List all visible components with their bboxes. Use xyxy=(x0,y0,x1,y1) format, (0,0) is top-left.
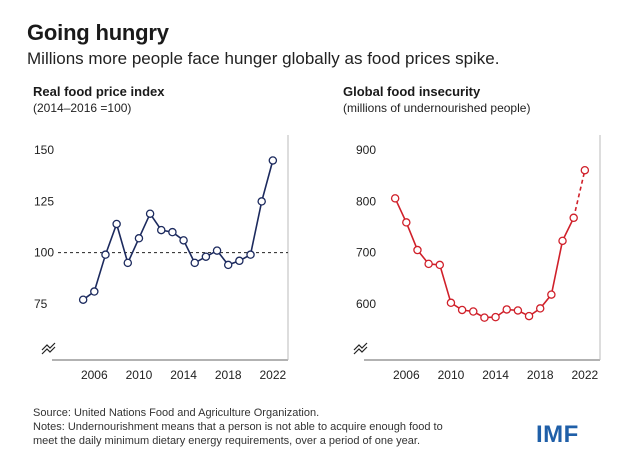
right-y-tick-label: 700 xyxy=(356,246,376,260)
right-data-point-2016 xyxy=(513,306,523,315)
left-data-point-2012 xyxy=(157,225,166,235)
right-x-tick-label: 2006 xyxy=(393,368,420,382)
left-data-point-2021 xyxy=(257,197,266,206)
left-y-tick-label: 75 xyxy=(34,297,48,311)
right-axis-break-icon-2 xyxy=(353,346,368,355)
right-chart-title: Global food insecurity xyxy=(343,84,481,99)
right-data-point-2012 xyxy=(469,307,478,316)
right-x-tick-label: 2014 xyxy=(482,368,509,382)
left-data-point-2011 xyxy=(145,209,155,218)
left-chart-header: Real food price index (2014–2016 =100) xyxy=(33,84,164,115)
left-x-tick-label: 2010 xyxy=(126,368,153,382)
left-data-point-2006 xyxy=(90,287,99,296)
left-data-point-2013 xyxy=(168,227,177,237)
right-x-tick-label: 2010 xyxy=(438,368,465,382)
right-y-tick-label: 600 xyxy=(356,297,376,311)
right-axis-break-icon xyxy=(353,342,368,351)
left-data-point-2016 xyxy=(201,252,211,261)
right-data-point-2015 xyxy=(502,305,511,314)
right-data-point-2005 xyxy=(390,194,400,203)
left-chart-title: Real food price index xyxy=(33,84,165,99)
left-data-point-2009 xyxy=(123,258,133,268)
left-y-tick-label: 125 xyxy=(34,194,54,208)
right-data-point-2008 xyxy=(424,259,433,269)
right-data-point-2017 xyxy=(524,311,534,321)
definition-note-line-2: meet the daily minimum dietary energy re… xyxy=(33,435,421,447)
right-chart-header: Global food insecurity (millions of unde… xyxy=(343,84,530,115)
right-x-tick-label: 2022 xyxy=(571,368,598,382)
right-chart-subtitle: (millions of undernourished people) xyxy=(343,101,531,115)
left-y-tick-label: 100 xyxy=(34,246,54,260)
right-data-point-2020 xyxy=(558,236,567,246)
left-data-point-2019 xyxy=(235,256,244,266)
left-data-point-2010 xyxy=(134,234,144,243)
right-series-line xyxy=(394,198,575,319)
left-axis-break-icon-2 xyxy=(41,346,56,355)
left-data-point-2005 xyxy=(78,295,88,304)
page-title: Going hungry xyxy=(27,20,169,45)
right-series-line-projection xyxy=(572,170,586,218)
left-data-point-2007 xyxy=(101,250,110,259)
right-data-point-2006 xyxy=(402,218,411,227)
right-data-point-2010 xyxy=(446,298,456,308)
left-data-point-2014 xyxy=(179,236,188,245)
right-data-point-2011 xyxy=(457,305,467,315)
left-y-tick-label: 150 xyxy=(34,143,54,157)
imf-logo: IMF xyxy=(536,421,579,448)
right-x-tick-label: 2018 xyxy=(527,368,554,382)
left-data-point-2022 xyxy=(268,156,278,165)
left-axis-break-icon xyxy=(41,342,56,351)
right-y-tick-label: 800 xyxy=(356,194,376,208)
left-data-point-2020 xyxy=(246,250,255,259)
left-data-point-2017 xyxy=(212,246,222,255)
right-data-point-2009 xyxy=(435,260,445,270)
right-data-point-2014 xyxy=(491,312,500,322)
left-data-point-2015 xyxy=(190,258,199,268)
source-note: Source: United Nations Food and Agricult… xyxy=(33,407,320,419)
left-data-point-2018 xyxy=(223,260,233,270)
notes-block: Source: United Nations Food and Agricult… xyxy=(33,406,553,448)
right-data-point-2022 xyxy=(580,165,590,175)
right-data-point-2018 xyxy=(535,304,545,313)
page-subtitle: Millions more people face hunger globall… xyxy=(27,49,500,68)
right-data-point-2013 xyxy=(480,313,489,322)
left-x-tick-label: 2022 xyxy=(259,368,286,382)
right-data-point-2019 xyxy=(547,290,556,299)
left-chart-subtitle: (2014–2016 =100) xyxy=(33,101,132,115)
left-data-point-2008 xyxy=(112,219,121,229)
definition-note-line-1: Notes: Undernourishment means that a per… xyxy=(33,421,443,433)
left-series-line xyxy=(82,160,274,301)
right-y-tick-label: 900 xyxy=(356,143,376,157)
right-data-point-2021 xyxy=(569,213,578,223)
left-x-tick-label: 2006 xyxy=(81,368,108,382)
left-x-tick-label: 2014 xyxy=(170,368,197,382)
left-x-tick-label: 2018 xyxy=(215,368,242,382)
right-data-point-2007 xyxy=(413,245,422,255)
